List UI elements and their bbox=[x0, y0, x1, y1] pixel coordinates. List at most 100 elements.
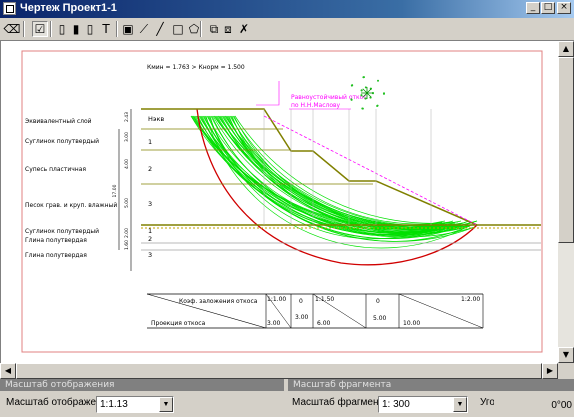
rectangle-icon[interactable]: □ bbox=[172, 22, 184, 36]
scroll-up-icon[interactable]: ▲ bbox=[558, 41, 574, 57]
layer-name: Глина полутвердая bbox=[25, 237, 87, 244]
toolbar-separator bbox=[50, 21, 52, 37]
scroll-left-icon[interactable]: ◀ bbox=[0, 363, 16, 379]
drawing-canvas[interactable]: 2.43 3.00 4.00 5.00 2.00 1.60 17.00 Эквивалентн… bbox=[0, 41, 559, 363]
rotation-value: 0°00 bbox=[494, 397, 572, 414]
eraser-icon[interactable]: ⌫ bbox=[3, 22, 21, 36]
scroll-right-icon[interactable]: ▶ bbox=[542, 363, 558, 379]
slope-coefficient: 1:1.00 bbox=[267, 296, 286, 303]
center-grid-dot bbox=[351, 84, 354, 87]
toolbar-separator bbox=[116, 21, 118, 37]
scroll-down-icon[interactable]: ▼ bbox=[558, 347, 574, 363]
dimension-label: 3.00 bbox=[124, 132, 130, 142]
layer-number: 2 bbox=[148, 165, 152, 173]
scale-panel: Масштаб отображения Масштаб фрагмента Ма… bbox=[0, 379, 574, 417]
layer-name: Песок грав. и круп. влажный bbox=[25, 202, 117, 209]
horizontal-scroll-thumb[interactable] bbox=[16, 363, 542, 379]
center-grid-dot bbox=[360, 94, 363, 97]
center-grid-dot bbox=[360, 89, 363, 92]
slope-projection: 6.00 bbox=[317, 320, 331, 327]
fragment-scale-label: Масштаб фрагмента: bbox=[292, 397, 392, 408]
layer-number: 1 bbox=[148, 138, 152, 146]
slip-arc bbox=[192, 115, 446, 227]
slip-arc bbox=[222, 115, 461, 229]
critical-slip-arc bbox=[196, 108, 478, 266]
dimension-label: 2.00 bbox=[124, 228, 130, 238]
slope-coefficient: 1:2.00 bbox=[461, 296, 480, 303]
critical-center-ray bbox=[362, 88, 368, 94]
slope-projection: 3.00 bbox=[295, 314, 309, 321]
table-diagonal bbox=[146, 293, 267, 329]
layer-name: Глина полутвердая bbox=[25, 252, 87, 259]
app-icon[interactable] bbox=[3, 2, 16, 15]
layer-name: Супесь пластичная bbox=[25, 166, 86, 173]
slope-projection: 10.00 bbox=[403, 320, 420, 327]
dimension-label: 1.60 bbox=[124, 240, 130, 250]
chevron-down-icon[interactable]: ▼ bbox=[453, 397, 467, 412]
slip-arc bbox=[206, 115, 452, 233]
vertical-scrollbar[interactable]: ▲ ▼ bbox=[558, 41, 574, 363]
delete-icon[interactable]: ✗ bbox=[238, 22, 250, 36]
callout-line1: Равноустойчивый откос bbox=[291, 94, 367, 101]
slip-arc bbox=[232, 115, 451, 225]
image-icon[interactable]: ▣ bbox=[122, 22, 134, 36]
group-icon[interactable]: ⧉ bbox=[209, 21, 219, 36]
slope-coefficient: 0 bbox=[299, 298, 303, 305]
center-grid-dot bbox=[361, 107, 364, 110]
slope-projection: 3.00 bbox=[267, 320, 281, 327]
critical-center-ray bbox=[362, 92, 368, 98]
layer-number: 3 bbox=[148, 200, 152, 208]
center-grid-dot bbox=[382, 92, 385, 95]
slope-projection: 5.00 bbox=[373, 315, 387, 322]
dimension-label: 5.00 bbox=[124, 198, 130, 208]
vertical-scroll-thumb[interactable] bbox=[558, 57, 574, 243]
drawing-svg: 2.43 3.00 4.00 5.00 2.00 1.60 17.00 Эквивалентн… bbox=[21, 50, 543, 353]
table-cell-diagonal bbox=[398, 293, 484, 329]
slip-arc bbox=[229, 115, 464, 228]
ungroup-icon[interactable]: ⧈ bbox=[224, 21, 232, 36]
page-alt-icon[interactable]: ▯ bbox=[86, 22, 94, 36]
callout-leader bbox=[256, 81, 280, 106]
center-grid-dot bbox=[376, 104, 379, 107]
center-grid-dot bbox=[362, 76, 365, 79]
chevron-down-icon[interactable]: ▼ bbox=[159, 397, 173, 412]
critical-center-ray bbox=[366, 92, 372, 98]
text-icon[interactable]: T bbox=[102, 22, 110, 36]
sheet-frame bbox=[21, 50, 543, 353]
display-scale-select[interactable]: 1:1.13 ▼ bbox=[96, 396, 174, 413]
center-grid-dot bbox=[364, 97, 367, 100]
dimension-icon[interactable]: ⟋ bbox=[139, 21, 149, 36]
slip-arc bbox=[218, 115, 450, 228]
check-icon[interactable]: ☑ bbox=[32, 21, 48, 37]
scroll-corner bbox=[558, 363, 574, 379]
callout-line2: по Н.Н.Маслову bbox=[291, 102, 341, 109]
frame-icon[interactable]: ▯ bbox=[58, 22, 66, 36]
center-grid-dot bbox=[377, 79, 380, 82]
slip-arc bbox=[216, 115, 442, 228]
close-button[interactable]: × bbox=[557, 2, 571, 14]
maximize-button[interactable]: □ bbox=[541, 2, 555, 14]
polygon-icon[interactable]: ⬠ bbox=[188, 22, 200, 36]
line-icon[interactable]: ╱ bbox=[156, 22, 164, 36]
safety-factor-formula: Кмин = 1.763 > Кнорм = 1.500 bbox=[147, 64, 245, 71]
slip-arc bbox=[194, 115, 454, 233]
table-cell-diagonal bbox=[312, 293, 367, 329]
page-icon[interactable]: ▮ bbox=[72, 22, 80, 36]
minimize-button[interactable]: _ bbox=[526, 2, 540, 14]
table-cell-diagonal bbox=[265, 293, 292, 329]
slope-coefficient: 0 bbox=[376, 298, 380, 305]
layer-name: Суглинок полутвердый bbox=[25, 138, 99, 145]
table-row2-label: Проекция откоса bbox=[151, 320, 206, 327]
horizontal-scrollbar[interactable]: ◀ ▶ bbox=[0, 363, 558, 379]
layer-number: 3 bbox=[148, 251, 152, 259]
display-scale-label: Масштаб отображения: bbox=[6, 397, 116, 408]
fragment-scale-select[interactable]: 1: 300 ▼ bbox=[378, 396, 468, 413]
dimension-total-label: 17.00 bbox=[112, 184, 118, 197]
fragment-scale-header: Масштаб фрагмента bbox=[288, 379, 574, 391]
center-grid-dot bbox=[350, 98, 353, 101]
layer-number: 2 bbox=[148, 235, 152, 243]
toolbar: ⌫ ☑ ▯ ▮ ▯ T ▣ ⟋ ╱ □ ⬠ ⧉ ⧈ ✗ bbox=[0, 18, 574, 41]
layer-number: Нэкв bbox=[148, 115, 164, 123]
fragment-scale-value: 1: 300 bbox=[382, 399, 410, 410]
window-title: Чертеж Проект1-1 bbox=[20, 2, 117, 14]
